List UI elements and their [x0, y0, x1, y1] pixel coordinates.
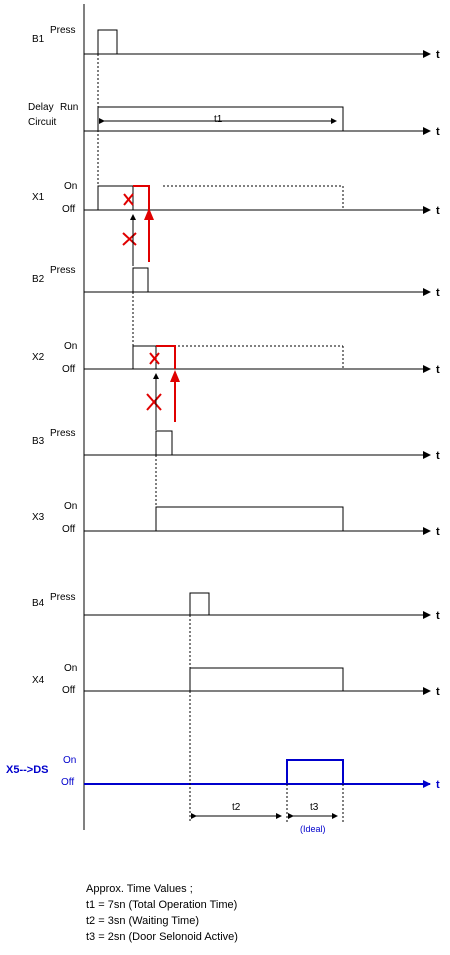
axis-label-t-delay: t: [436, 126, 440, 138]
x3-on-pulse: [155, 506, 344, 531]
state-label-x5-on: On: [63, 755, 76, 766]
row-b4: B4 Press t: [32, 592, 440, 622]
x2-blocked-path: [156, 345, 176, 369]
state-label-delay-run: Run: [60, 102, 78, 113]
b2-pulse: [132, 267, 149, 292]
t3-ideal-note: (Ideal): [300, 824, 326, 834]
state-label-b3-press: Press: [50, 428, 76, 439]
x5-on-pulse: [286, 759, 344, 784]
state-label-b1-press: Press: [50, 25, 76, 36]
t1-interval-label: t1: [214, 114, 223, 125]
row-label-b1: B1: [32, 34, 45, 45]
notes-t1: t1 = 7sn (Total Operation Time): [86, 899, 238, 911]
x2-reset-arrowhead: [170, 370, 180, 382]
row-x2: X2 On Off t: [32, 341, 440, 422]
row-x5-ds: X5-->DS On Off t: [6, 755, 440, 791]
interval-markers: t2 t3 (Ideal): [191, 802, 338, 834]
x1-b2-block-cross: [122, 232, 137, 246]
x2-b3-block-cross: [146, 393, 162, 411]
state-label-b4-press: Press: [50, 592, 76, 603]
state-label-x4-off: Off: [62, 685, 75, 696]
row-label-x2: X2: [32, 352, 45, 363]
x1-reset-arrowhead: [144, 208, 154, 220]
row-x3: X3 On Off t: [32, 501, 440, 538]
notes-t3: t3 = 2sn (Door Selonoid Active): [86, 931, 238, 943]
row-label-x3: X3: [32, 512, 45, 523]
row-label-x5-ds: X5-->DS: [6, 764, 49, 776]
row-label-b2: B2: [32, 274, 45, 285]
state-label-x2-on: On: [64, 341, 77, 352]
x1-on-pulse: [97, 185, 134, 210]
notes-t2: t2 = 3sn (Waiting Time): [86, 915, 199, 927]
axis-label-t-b3: t: [436, 450, 440, 462]
state-label-b2-press: Press: [50, 265, 76, 276]
b4-pulse: [189, 592, 210, 615]
row-label-delay-line1: Delay: [28, 102, 54, 113]
axis-label-t-b4: t: [436, 610, 440, 622]
row-label-x4: X4: [32, 675, 45, 686]
axis-label-t-x1: t: [436, 205, 440, 217]
axis-label-t-b2: t: [436, 287, 440, 299]
x1-blocked-path: [133, 185, 150, 210]
state-label-x5-off: Off: [61, 777, 74, 788]
state-label-x2-off: Off: [62, 364, 75, 375]
x2-block-cross: [149, 352, 160, 365]
notes-heading: Approx. Time Values ;: [86, 883, 193, 895]
x4-on-pulse: [189, 667, 344, 691]
state-label-x3-off: Off: [62, 524, 75, 535]
row-label-b3: B3: [32, 436, 45, 447]
axis-label-t-x5: t: [436, 779, 440, 791]
state-label-x1-on: On: [64, 181, 77, 192]
axis-label-t-x3: t: [436, 526, 440, 538]
row-label-delay-line2: Circuit: [28, 117, 57, 128]
row-x1: X1 On Off t: [32, 181, 440, 262]
row-x4: X4 On Off t: [32, 663, 440, 698]
axis-label-t-b1: t: [436, 49, 440, 61]
row-b1: B1 Press t: [32, 25, 440, 61]
state-label-x4-on: On: [64, 663, 77, 674]
state-label-x3-on: On: [64, 501, 77, 512]
b1-pulse: [97, 29, 118, 54]
time-values-notes: Approx. Time Values ; t1 = 7sn (Total Op…: [86, 881, 238, 945]
axis-label-t-x2: t: [436, 364, 440, 376]
state-label-x1-off: Off: [62, 204, 75, 215]
t3-interval-label: t3: [310, 802, 319, 813]
x1-block-cross: [123, 193, 134, 206]
row-label-b4: B4: [32, 598, 45, 609]
b3-pulse: [155, 430, 173, 455]
row-delay-circuit: Delay Circuit Run t t1: [28, 102, 440, 138]
t2-interval-label: t2: [232, 802, 241, 813]
row-label-x1: X1: [32, 192, 45, 203]
axis-label-t-x4: t: [436, 686, 440, 698]
row-b3: B3 Press t: [32, 428, 440, 462]
alignment-connectors: [97, 54, 344, 822]
row-b2: B2 Press t: [32, 265, 440, 299]
